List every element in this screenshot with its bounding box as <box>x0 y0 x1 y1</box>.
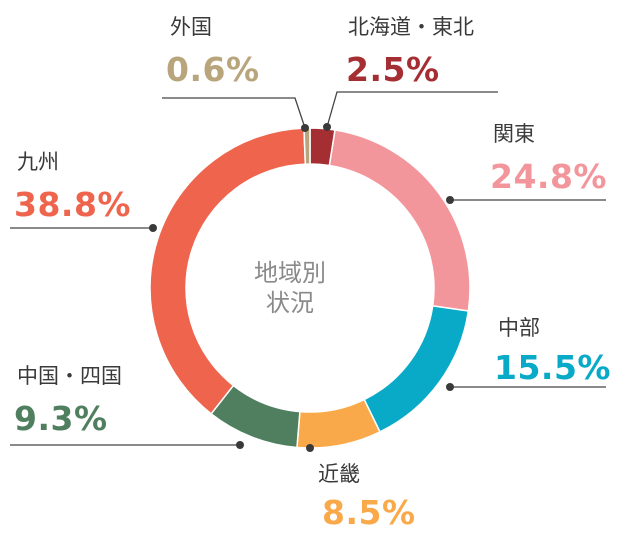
label-chubu-value: 15.5% <box>494 348 611 387</box>
leader-dot-foreign <box>301 124 309 132</box>
label-kinki-value: 8.5% <box>322 493 416 532</box>
leader-dot-kyushu <box>149 224 157 232</box>
label-chugoku-shikoku-value: 9.3% <box>14 399 108 438</box>
label-hokkaido-tohoku-value: 2.5% <box>346 50 440 89</box>
label-foreign-name: 外国 <box>170 15 212 39</box>
leader-dot-kinki <box>306 444 314 452</box>
leader-dot-kanto <box>446 196 454 204</box>
leader-dot-chugoku-shikoku <box>236 441 244 449</box>
label-foreign-value: 0.6% <box>166 50 260 89</box>
slice-kinki <box>296 398 381 449</box>
center-label-line-2: 状況 <box>266 289 314 317</box>
label-kyushu-value: 38.8% <box>14 185 131 224</box>
slice-chubu <box>363 305 470 433</box>
label-kyushu-name: 九州 <box>17 150 59 174</box>
slice-kyushu <box>149 127 307 415</box>
label-hokkaido-tohoku-name: 北海道・東北 <box>348 15 474 39</box>
center-label-line-1: 地域別 <box>254 259 326 287</box>
label-kanto-name: 関東 <box>493 122 535 146</box>
slice-foreign <box>303 127 311 165</box>
label-chubu-name: 中部 <box>498 316 540 340</box>
label-kinki-name: 近畿 <box>318 462 360 486</box>
leader-dot-chubu <box>446 383 454 391</box>
leader-dot-hokkaido-tohoku <box>323 123 331 131</box>
label-kanto-value: 24.8% <box>490 157 607 196</box>
leader-line-hokkaido-tohoku <box>326 91 498 128</box>
center-label: 地域別 状況 <box>226 258 354 318</box>
label-chugoku-shikoku-name: 中国・四国 <box>17 364 122 388</box>
leader-line-foreign <box>162 97 306 129</box>
